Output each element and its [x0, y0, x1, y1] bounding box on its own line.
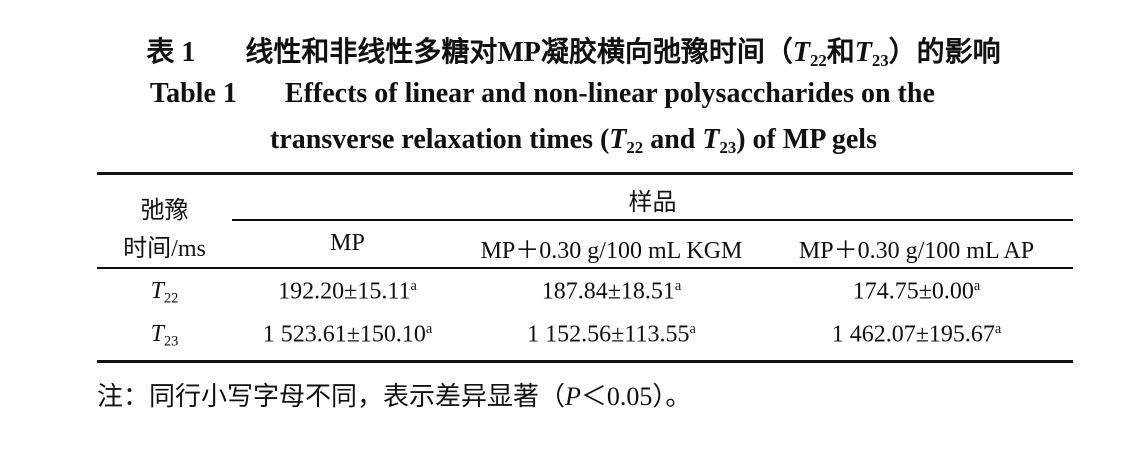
cell: 187.84±18.51a	[463, 278, 760, 306]
text: and	[643, 124, 703, 155]
corner: 弛豫	[140, 198, 189, 224]
sub: 22	[626, 138, 644, 158]
cell: 192.20±15.11a	[232, 278, 463, 306]
group-header: 样品	[628, 190, 677, 216]
row-header: T23	[97, 321, 232, 350]
var: T	[609, 124, 627, 155]
var: T	[702, 124, 720, 155]
value: 1 462.07±195.67	[831, 321, 995, 348]
sub: 23	[719, 138, 737, 158]
column-header: MP＋0.30 g/100 mL KGM	[480, 238, 743, 264]
text: transverse relaxation times (	[270, 124, 610, 155]
column-header: MP＋0.30 g/100 mL AP	[798, 238, 1035, 264]
cell: 1 523.61±150.10a	[232, 321, 463, 349]
value: 1 152.56±113.55	[527, 321, 690, 348]
text: 线性和非线性多糖对MP凝胶横向弛豫时间（	[245, 37, 793, 68]
row-header: T22	[97, 278, 232, 307]
value: 192.20±15.11	[278, 278, 411, 305]
sup: a	[425, 321, 433, 337]
sup: a	[674, 278, 682, 294]
cell: 174.75±0.00a	[760, 278, 1073, 306]
rule-group	[232, 219, 1073, 221]
note: 注：同行小写字母不同，表示差异显著（P＜0.05）。	[97, 376, 691, 413]
sub: 23	[871, 51, 889, 71]
value: 174.75±0.00	[852, 278, 974, 305]
title-en-1: Table 1 Effects of linear and non-linear …	[150, 78, 935, 110]
var: T	[150, 278, 164, 304]
rule-bottom	[97, 360, 1073, 363]
title-en-2: transverse relaxation times (T22 and T23…	[0, 124, 1147, 158]
sub: 22	[163, 290, 179, 307]
sub: 22	[809, 51, 827, 71]
var: T	[150, 321, 164, 347]
text: 注：同行小写字母不同，表示差异显著（	[97, 382, 566, 411]
value: 187.84±18.51	[541, 278, 675, 305]
sup: a	[689, 321, 696, 337]
sup: a	[994, 321, 1002, 337]
label: Table 1	[150, 78, 237, 109]
var: T	[792, 37, 810, 68]
sup: a	[410, 278, 417, 294]
column-header: MP	[330, 230, 365, 256]
rule-top	[97, 172, 1073, 175]
value: 1 523.61±150.10	[262, 321, 426, 348]
sup: a	[973, 278, 981, 294]
text: 和	[826, 37, 855, 68]
corner: 时间/ms	[123, 236, 206, 262]
title-cn: 表 1 线性和非线性多糖对MP凝胶横向弛豫时间（T22和T23）的影响	[0, 30, 1147, 71]
text: ) of MP gels	[736, 124, 877, 155]
sub: 23	[163, 333, 179, 350]
text: Effects of linear and non-linear polysac…	[284, 78, 935, 109]
label: 表 1	[146, 37, 196, 68]
var: P	[565, 382, 581, 411]
rule-header	[97, 267, 1073, 269]
cell: 1 462.07±195.67a	[760, 321, 1073, 349]
text: ＜0.05）。	[580, 382, 692, 411]
cell: 1 152.56±113.55a	[463, 321, 760, 349]
text: ）的影响	[888, 37, 1001, 68]
var: T	[854, 37, 872, 68]
